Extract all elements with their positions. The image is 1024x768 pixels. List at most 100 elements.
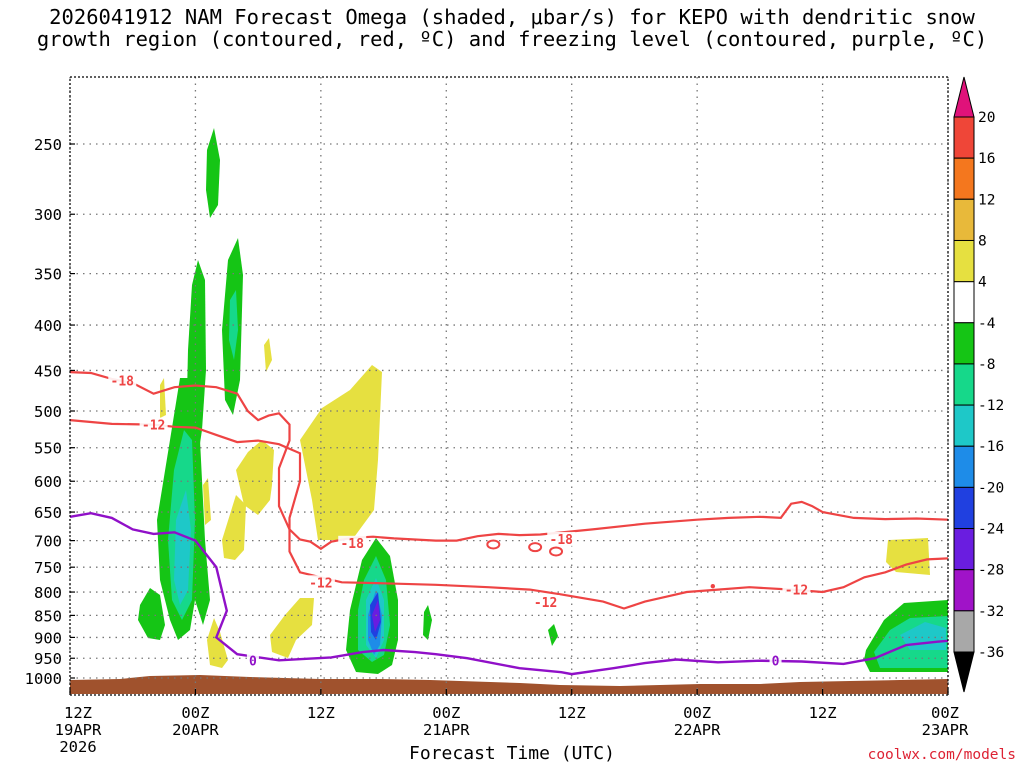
contour-minus12-line (69, 419, 949, 610)
contour-label: -18 (550, 533, 574, 548)
contour-label-bg (547, 531, 576, 546)
colorbar-bin (953, 445, 975, 488)
contour-label: -18 (340, 537, 364, 552)
colorbar-tick-label: 12 (978, 192, 995, 208)
y-tick-label: 300 (34, 206, 62, 224)
omega-region-cyan (174, 490, 191, 605)
x-tick-label: 19APR (55, 721, 102, 739)
colorbar-tick-label: -20 (978, 480, 1004, 496)
omega-region-yellow (203, 478, 211, 525)
y-tick-label: 700 (34, 533, 62, 551)
y-tick-label: 500 (34, 403, 62, 421)
x-tick-label: 12Z (809, 704, 837, 722)
contour-label-bg (246, 653, 259, 668)
colorbar-tick-label: -16 (978, 439, 1004, 455)
colorbar-tick-label: -36 (978, 645, 1004, 661)
freezing-level-label: 0 (772, 655, 780, 670)
contour-label: -12 (534, 596, 557, 611)
contour-minus18-loop (486, 539, 501, 550)
y-tick-label: 900 (34, 629, 62, 647)
title-line-1: 2026041912 NAM Forecast Omega (shaded, μ… (49, 5, 975, 29)
omega-region-yellow (160, 378, 166, 418)
contour-minus18-loop (549, 546, 564, 557)
colorbar-bin (953, 404, 975, 447)
colorbar-bin (953, 486, 975, 530)
colorbar-bin (953, 569, 975, 612)
colorbar-bin (953, 610, 975, 653)
x-tick-label: 23APR (922, 721, 969, 739)
y-tick-label: 450 (34, 362, 62, 380)
omega-region-yellow (207, 618, 228, 668)
contour-lines: -18 -12 -18 -12 -12 -18 -12 0 0 (69, 371, 949, 676)
x-tick-label: 12Z (64, 704, 92, 722)
colorbar-tick-label: 20 (978, 110, 995, 126)
x-tick-label: 00Z (181, 704, 209, 722)
omega-region-green (206, 128, 220, 218)
colorbar-bin (953, 363, 975, 406)
colorbar-tick-label: -4 (978, 316, 996, 332)
omega-region-yellow (886, 538, 930, 575)
y-tick-label: 950 (34, 650, 62, 668)
contour-label-bg (338, 535, 367, 550)
x-axis-label: Forecast Time (UTC) (409, 743, 615, 764)
contour-label-bg (306, 575, 335, 590)
contour-label-bg (139, 417, 168, 432)
y-tick-label: 400 (34, 317, 62, 335)
omega-region-yellow (300, 365, 382, 540)
contour-label-bg (531, 595, 560, 610)
x-tick-label: 21APR (423, 721, 470, 739)
colorbar-tick-label: -12 (978, 398, 1004, 414)
colorbar: 20 16 12 8 4 -4 -8 -12 -16 -20 -24 -28 -32 -36 (953, 76, 1004, 693)
colorbar-bin (953, 198, 975, 241)
y-tick-label: 750 (34, 559, 62, 577)
colorbar-tick-label: -28 (978, 563, 1004, 579)
y-tick-label: 350 (34, 266, 62, 284)
x-tick-label: 12Z (558, 704, 586, 722)
x-tick-label: 2026 (59, 738, 96, 756)
freezing-level-line (69, 511, 949, 676)
title-line-2: growth region (contoured, red, ºC) and f… (36, 27, 988, 51)
omega-region-yellow (236, 440, 274, 515)
omega-region-yellow (270, 598, 314, 658)
contour-label: -12 (142, 419, 165, 434)
x-tick-label: 00Z (931, 704, 959, 722)
colorbar-top-arrow (953, 76, 975, 118)
colorbar-bottom-arrow (953, 651, 975, 693)
omega-shading (70, 128, 948, 694)
x-tick-label: 22APR (674, 721, 721, 739)
contour-label-bg (108, 373, 137, 388)
contour-minus18-loop (528, 542, 543, 553)
y-tick-label: 850 (34, 607, 62, 625)
colorbar-tick-label: 16 (978, 151, 995, 167)
y-tick-label: 250 (34, 136, 62, 154)
colorbar-bin (953, 322, 975, 365)
colorbar-bin (953, 239, 975, 283)
freezing-level-label: 0 (249, 654, 257, 669)
colorbar-bin (953, 157, 975, 200)
colorbar-bin (953, 528, 975, 571)
y-axis-ticks: 250 300 350 400 450 500 550 600 650 700 750 800 850 9… (25, 136, 75, 688)
chart-title: 2026041912 NAM Forecast Omega (shaded, μ… (0, 6, 1024, 50)
contour-minus12-dot (710, 584, 716, 589)
credit-text: coolwx.com/models (867, 747, 1016, 763)
x-tick-label: 12Z (307, 704, 335, 722)
y-tick-label: 800 (34, 584, 62, 602)
y-tick-label: 550 (34, 440, 62, 458)
y-tick-label: 600 (34, 473, 62, 491)
contour-label-bg (769, 653, 782, 668)
x-tick-label: 00Z (683, 704, 711, 722)
colorbar-tick-label: -32 (978, 604, 1004, 620)
omega-region-yellow (264, 338, 272, 372)
contour-label: -12 (309, 576, 332, 591)
omega-region-green (548, 624, 558, 646)
y-tick-label: 650 (34, 504, 62, 522)
contour-label: -18 (111, 375, 135, 390)
colorbar-tick-label: -8 (978, 357, 995, 373)
y-tick-label: 1000 (25, 670, 62, 688)
contour-label: -12 (785, 584, 808, 599)
omega-region-green (138, 588, 165, 640)
contour-label-bg (782, 582, 811, 597)
colorbar-tick-label: -24 (978, 522, 1004, 538)
